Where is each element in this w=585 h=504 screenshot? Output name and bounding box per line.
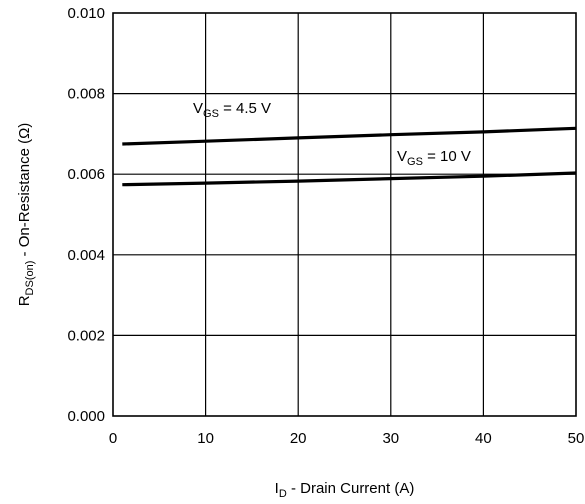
- plot-frame: [112, 12, 577, 417]
- y-tick-label: 0.004: [67, 247, 105, 264]
- x-tick-label: 0: [109, 430, 117, 447]
- series-label-vgs-10: VGS = 10 V: [397, 148, 471, 168]
- grid: [113, 13, 576, 416]
- x-tick-label: 20: [290, 430, 307, 447]
- y-axis-title: RDS(on) - On-Resistance (Ω): [16, 123, 36, 307]
- y-tick-label: 0.002: [67, 327, 105, 344]
- x-tick-label: 50: [568, 430, 585, 447]
- series-line-0: [122, 126, 577, 146]
- x-tick-label: 40: [475, 430, 492, 447]
- series-line-1: [122, 171, 577, 187]
- x-tick-label: 30: [382, 430, 399, 447]
- y-tick-label: 0.008: [67, 86, 105, 103]
- y-tick-labels: 0.000 0.002 0.004 0.006 0.008 0.010: [67, 5, 105, 425]
- y-tick-label: 0.000: [67, 408, 105, 425]
- x-axis-title: ID - Drain Current (A): [275, 480, 415, 500]
- series-label-vgs-4-5: VGS = 4.5 V: [193, 100, 271, 120]
- series-layer: [122, 126, 577, 187]
- y-tick-label: 0.010: [67, 5, 105, 22]
- x-tick-label: 10: [197, 430, 214, 447]
- x-tick-labels: 0 10 20 30 40 50: [109, 430, 585, 447]
- y-tick-label: 0.006: [67, 166, 105, 183]
